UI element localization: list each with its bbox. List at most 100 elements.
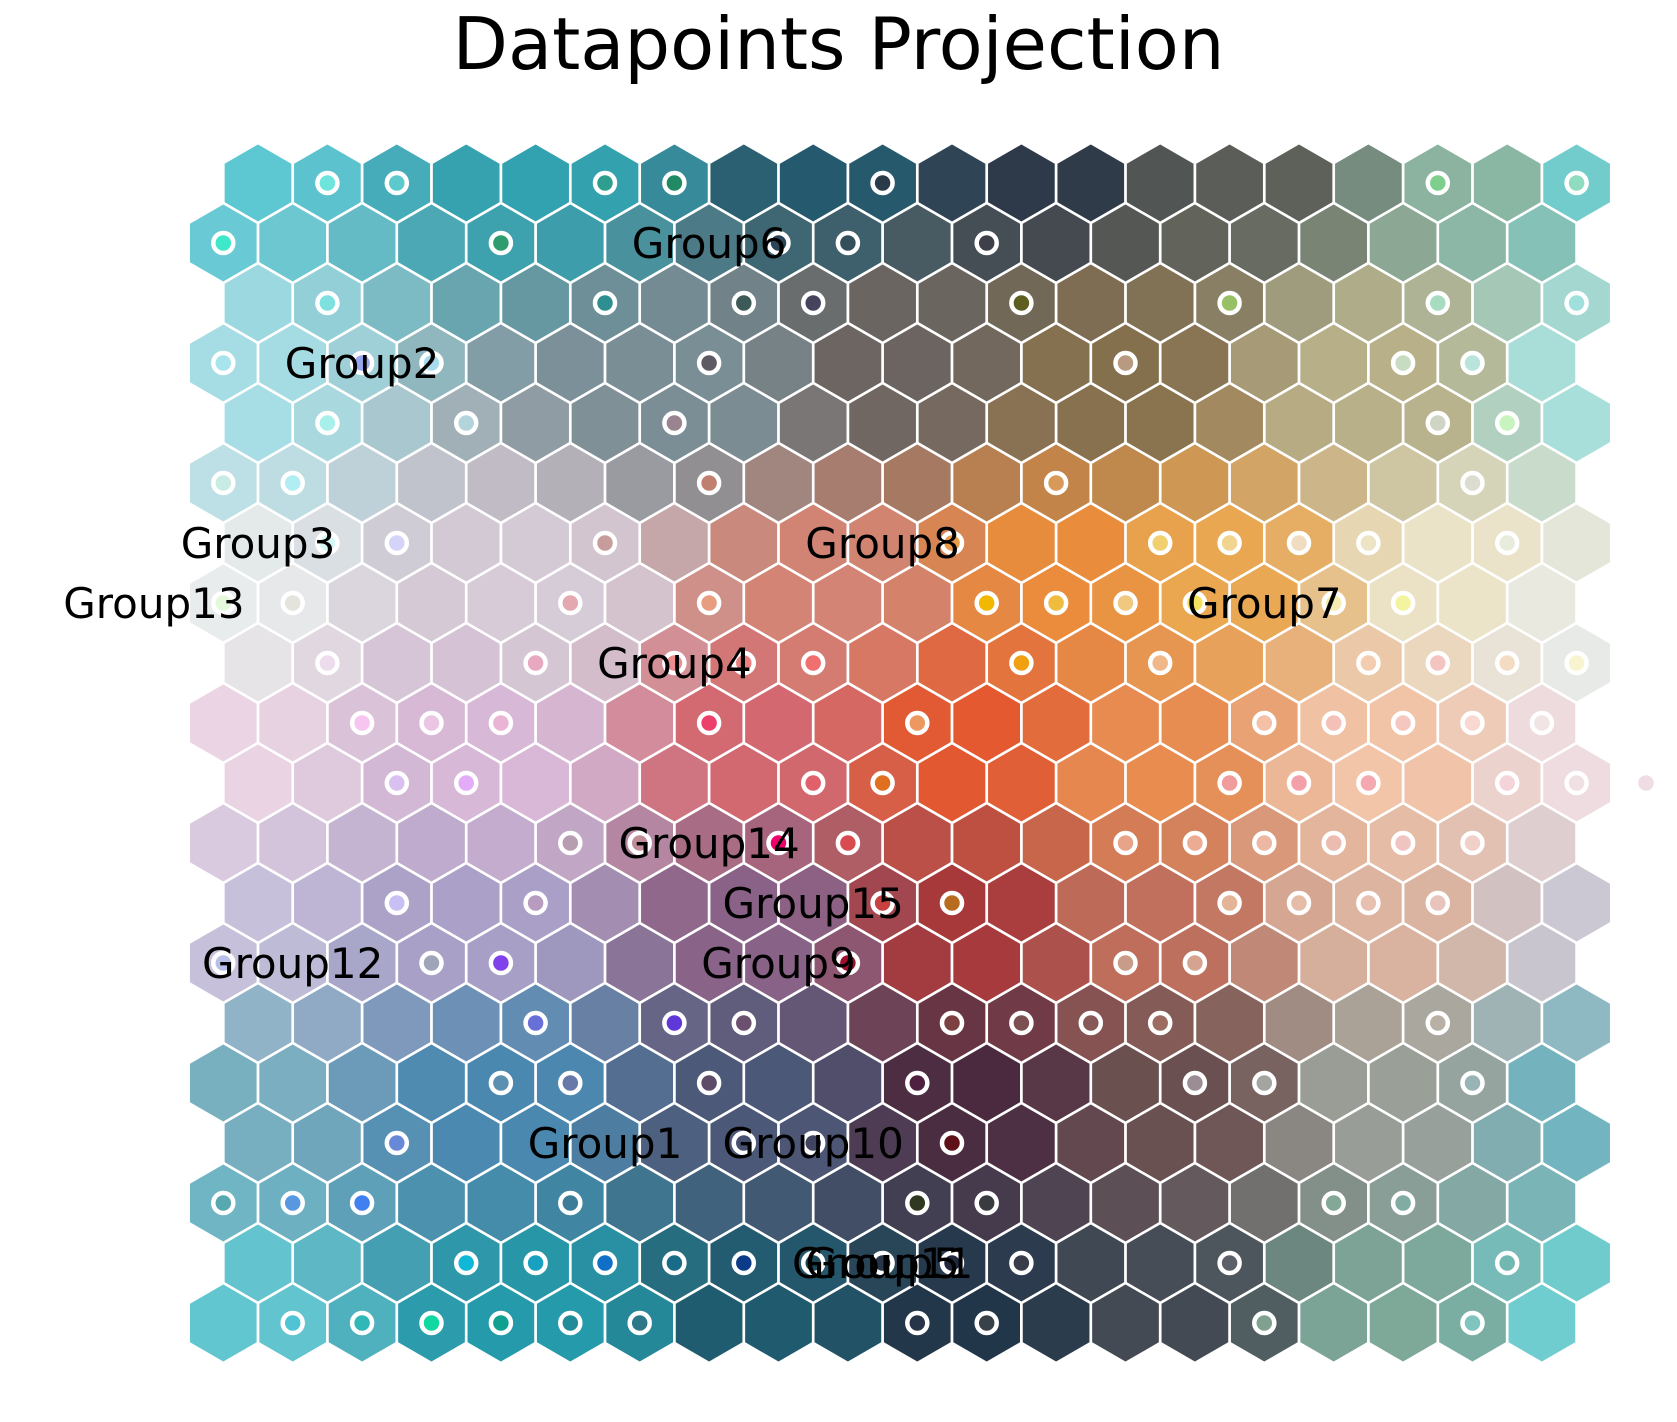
chart-title: Datapoints Projection <box>452 2 1225 86</box>
datapoint-layer <box>211 170 1659 1336</box>
group-label: Group7 <box>1187 579 1342 628</box>
datapoint-marker <box>1564 770 1589 796</box>
datapoint-marker <box>1494 1250 1520 1276</box>
datapoint-marker <box>1252 830 1277 856</box>
datapoint-marker <box>558 1190 583 1216</box>
group-label: Group10 <box>723 1119 904 1168</box>
datapoint-marker <box>453 770 479 796</box>
datapoint-marker <box>939 890 965 916</box>
datapoint-marker <box>905 1310 930 1336</box>
datapoint-marker <box>1321 590 1346 616</box>
datapoint-marker <box>211 590 236 616</box>
datapoint-marker <box>384 890 410 916</box>
datapoint-marker <box>1147 530 1173 556</box>
datapoint-marker <box>1529 710 1555 736</box>
datapoint-marker <box>696 710 722 736</box>
datapoint-marker <box>974 1310 999 1336</box>
datapoint-marker <box>627 1310 652 1336</box>
datapoint-marker <box>1078 1010 1104 1036</box>
datapoint-marker <box>731 1250 757 1276</box>
datapoint-marker <box>1321 710 1346 736</box>
datapoint-marker <box>211 230 236 256</box>
datapoint-marker <box>384 170 410 196</box>
datapoint-marker <box>384 1130 410 1156</box>
datapoint-marker <box>1564 290 1589 316</box>
datapoint-marker <box>696 1070 722 1096</box>
datapoint-marker <box>1252 710 1277 736</box>
datapoint-marker <box>1321 830 1346 856</box>
group-label: Group13 <box>63 579 244 628</box>
datapoint-marker <box>349 350 375 376</box>
datapoint-marker <box>905 1070 930 1096</box>
datapoint-marker <box>488 230 514 256</box>
datapoint-marker <box>696 350 722 376</box>
datapoint-marker <box>558 1070 583 1096</box>
datapoint-marker <box>870 1250 895 1276</box>
group-label: Group3 <box>181 519 336 568</box>
datapoint-marker <box>835 950 861 976</box>
datapoint-marker <box>974 230 999 256</box>
datapoint-marker <box>280 1190 305 1216</box>
datapoint-marker <box>766 230 791 256</box>
datapoint-marker <box>835 830 861 856</box>
datapoint-marker <box>211 350 236 376</box>
datapoint-marker <box>211 950 236 976</box>
datapoint-marker <box>558 1310 583 1336</box>
group-label: Group1 <box>528 1119 683 1168</box>
datapoint-marker <box>974 1190 999 1216</box>
datapoint-marker <box>488 1310 514 1336</box>
datapoint-marker <box>939 1250 965 1276</box>
datapoint-marker <box>1390 350 1416 376</box>
datapoint-marker <box>800 1130 826 1156</box>
datapoint-marker <box>1460 1310 1485 1336</box>
datapoint-marker <box>558 590 583 616</box>
datapoint-marker <box>731 650 757 676</box>
datapoint-marker <box>592 290 618 316</box>
datapoint-marker <box>1113 830 1138 856</box>
datapoint-marker <box>1494 770 1520 796</box>
datapoint-marker <box>419 710 444 736</box>
datapoint-marker <box>1286 530 1312 556</box>
datapoint-marker <box>280 470 305 496</box>
datapoint-marker <box>974 590 999 616</box>
group-label: Group12 <box>202 939 383 988</box>
datapoint-marker <box>592 1250 618 1276</box>
datapoint-marker <box>315 290 340 316</box>
hex-cell-layer <box>187 141 1613 1365</box>
datapoint-marker <box>488 710 514 736</box>
datapoint-marker <box>1217 770 1242 796</box>
datapoint-marker <box>1425 290 1451 316</box>
datapoint-marker <box>696 470 722 496</box>
group-label: Group5 <box>805 1239 960 1288</box>
datapoint-marker <box>349 710 375 736</box>
datapoint-marker <box>280 590 305 616</box>
datapoint-marker <box>1113 950 1138 976</box>
datapoint-marker <box>315 170 340 196</box>
datapoint-marker <box>1425 410 1451 436</box>
datapoint-marker <box>419 950 444 976</box>
group-label: Group14 <box>618 819 799 868</box>
datapoint-marker <box>800 770 826 796</box>
datapoint-marker <box>1633 770 1659 796</box>
datapoint-marker <box>1460 350 1485 376</box>
datapoint-marker <box>1217 530 1242 556</box>
datapoint-marker <box>1182 950 1208 976</box>
datapoint-marker <box>488 950 514 976</box>
group-label: Group2 <box>285 339 440 388</box>
datapoint-marker <box>1217 290 1242 316</box>
datapoint-marker <box>1460 1070 1485 1096</box>
datapoint-marker <box>315 410 340 436</box>
hex-cell <box>1506 1281 1578 1365</box>
group-label: Group6 <box>632 219 787 268</box>
datapoint-marker <box>800 290 826 316</box>
datapoint-marker <box>488 1070 514 1096</box>
datapoint-marker <box>211 1190 236 1216</box>
datapoint-marker <box>835 230 861 256</box>
datapoint-marker <box>280 1310 305 1336</box>
datapoint-marker <box>766 830 791 856</box>
datapoint-marker <box>1390 710 1416 736</box>
datapoint-marker <box>662 410 687 436</box>
datapoint-marker <box>384 530 410 556</box>
datapoint-marker <box>1460 710 1485 736</box>
